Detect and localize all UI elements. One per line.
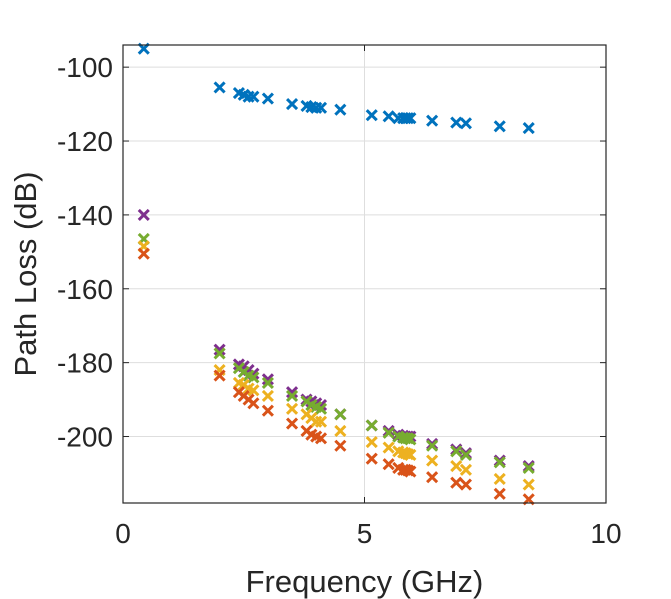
data-point-marker (404, 465, 417, 478)
data-point-marker (261, 376, 274, 390)
y-tick-label: -200 (57, 422, 113, 453)
data-point-marker (314, 101, 328, 114)
data-point-marker (247, 384, 260, 397)
data-point-marker (314, 432, 328, 445)
data-point-marker (137, 208, 150, 221)
data-point-marker (247, 397, 260, 410)
y-tick-label: -160 (57, 274, 113, 305)
data-point-marker (334, 103, 347, 116)
data-point-marker (450, 460, 463, 473)
data-point-marker (404, 112, 417, 125)
data-point-marker (334, 424, 347, 438)
data-point-marker (459, 478, 472, 491)
series-3-markers (137, 232, 535, 474)
data-point-marker (404, 433, 417, 446)
x-tick-label: 5 (357, 518, 373, 549)
data-point-marker (365, 109, 378, 122)
data-point-marker (404, 448, 417, 462)
data-point-marker (285, 389, 299, 402)
data-point-marker (285, 417, 299, 430)
data-point-marker (459, 448, 472, 462)
data-point-marker (426, 439, 439, 452)
data-point-marker (522, 461, 535, 474)
data-point-marker (426, 454, 439, 467)
x-tick-label: 0 (115, 518, 131, 549)
data-point-marker (522, 122, 535, 135)
data-point-marker (261, 404, 274, 417)
data-point-marker (459, 463, 472, 476)
y-tick-label: -140 (57, 200, 113, 231)
data-point-marker (459, 117, 472, 130)
data-point-marker (401, 112, 415, 125)
data-point-marker (261, 373, 274, 386)
x-axis-title: Frequency (GHz) (246, 564, 484, 599)
y-tick-label: -120 (57, 126, 113, 157)
data-point-marker (247, 371, 260, 384)
data-point-marker (213, 81, 226, 94)
data-point-marker (493, 472, 506, 486)
data-point-marker (426, 471, 439, 484)
data-markers (137, 42, 535, 506)
y-axis-title: Path Loss (dB) (8, 171, 43, 376)
data-point-marker (261, 389, 274, 402)
data-point-marker (314, 402, 328, 415)
data-point-marker (334, 408, 347, 421)
series-5-markers (137, 247, 535, 506)
data-point-marker (522, 478, 535, 491)
data-point-marker (334, 439, 347, 452)
data-point-marker (426, 114, 439, 127)
data-point-marker (450, 116, 463, 129)
data-point-marker (382, 441, 395, 454)
data-point-marker (314, 415, 328, 428)
data-point-marker (382, 110, 395, 123)
data-point-marker (382, 458, 395, 471)
y-tick-label: -100 (57, 52, 113, 83)
data-point-marker (213, 369, 226, 382)
data-point-marker (450, 476, 463, 489)
data-point-marker (365, 419, 378, 432)
data-point-marker (493, 456, 506, 469)
data-point-marker (365, 435, 378, 449)
x-tick-label: 10 (590, 518, 621, 549)
data-point-marker (247, 90, 260, 103)
data-point-marker (450, 445, 463, 458)
data-point-marker (493, 120, 506, 133)
data-point-marker (493, 487, 506, 500)
y-tick-label: -180 (57, 348, 113, 379)
data-point-marker (285, 98, 299, 111)
data-point-marker (213, 347, 226, 360)
data-point-marker (365, 452, 378, 465)
data-point-marker (382, 426, 395, 439)
data-point-marker (285, 386, 299, 399)
data-point-marker (213, 343, 226, 356)
data-point-marker (285, 402, 299, 415)
data-point-marker (137, 247, 150, 260)
data-point-marker (261, 92, 274, 105)
axis-ticks: 0 5 10 -100 -120 -140 -160 -180 -200 (57, 45, 622, 549)
